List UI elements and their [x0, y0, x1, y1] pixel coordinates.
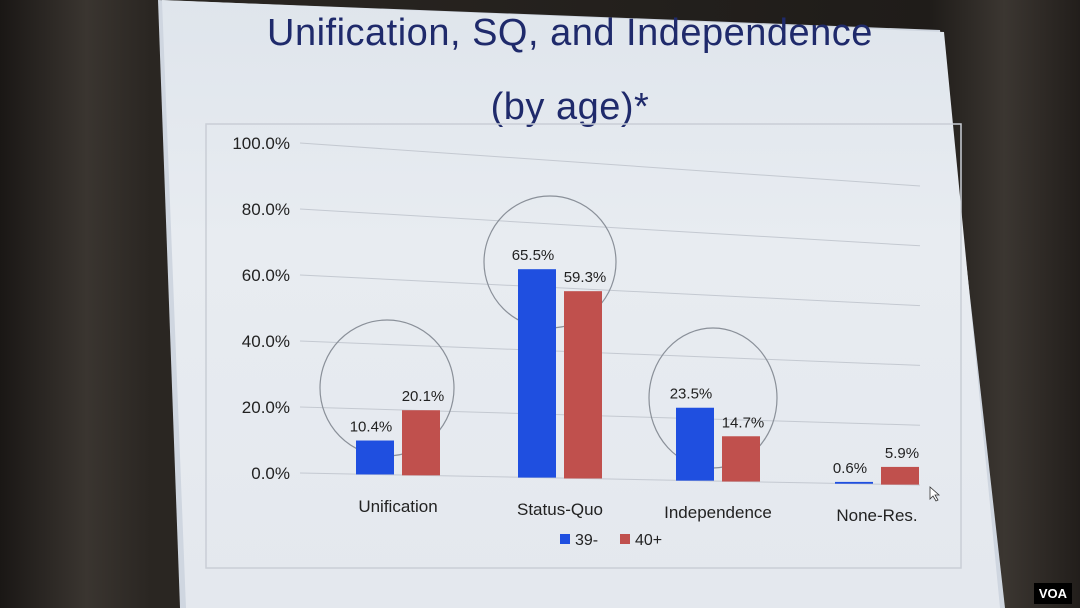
bar-series2 [881, 466, 919, 485]
chart-title: Unification, SQ, and Independence [267, 12, 873, 54]
y-tick-label: 0.0% [251, 464, 290, 483]
x-tick-label: Independence [664, 503, 772, 522]
bar-series2 [722, 436, 760, 482]
y-tick-label: 40.0% [242, 332, 290, 351]
bar-series1 [356, 440, 394, 475]
gridline [299, 472, 921, 486]
y-tick-label: 100.0% [232, 134, 290, 153]
data-label: 23.5% [670, 386, 713, 403]
cursor-icon [929, 486, 941, 502]
data-label: 0.6% [833, 460, 867, 477]
data-label: 65.5% [512, 247, 555, 264]
gridline [299, 142, 921, 187]
bar-series1 [835, 481, 873, 484]
legend-label: 39- [575, 532, 598, 549]
chart-subtitle: (by age)* [490, 86, 650, 128]
y-tick-label: 20.0% [242, 398, 290, 417]
data-label: 5.9% [885, 445, 919, 462]
gridline [299, 208, 921, 247]
data-label: 59.3% [564, 269, 607, 286]
data-label: 14.7% [722, 414, 765, 431]
bar-series2 [564, 291, 602, 479]
bar-series2 [402, 410, 440, 476]
watermark: VOA [1033, 583, 1072, 604]
x-tick-label: Unification [358, 497, 437, 516]
chart-border [205, 123, 962, 569]
x-tick-label: None-Res. [836, 506, 917, 525]
legend-swatch [620, 534, 630, 544]
gridline [299, 340, 921, 366]
legend-label: 40+ [635, 532, 662, 549]
legend-swatch [560, 534, 570, 544]
y-tick-label: 60.0% [242, 266, 290, 285]
y-tick-label: 80.0% [242, 200, 290, 219]
bar-series1 [518, 269, 556, 478]
data-label: 20.1% [402, 388, 445, 405]
gridline [299, 406, 921, 426]
bar-series1 [676, 407, 714, 481]
x-tick-label: Status-Quo [517, 500, 603, 519]
data-label: 10.4% [350, 419, 393, 436]
